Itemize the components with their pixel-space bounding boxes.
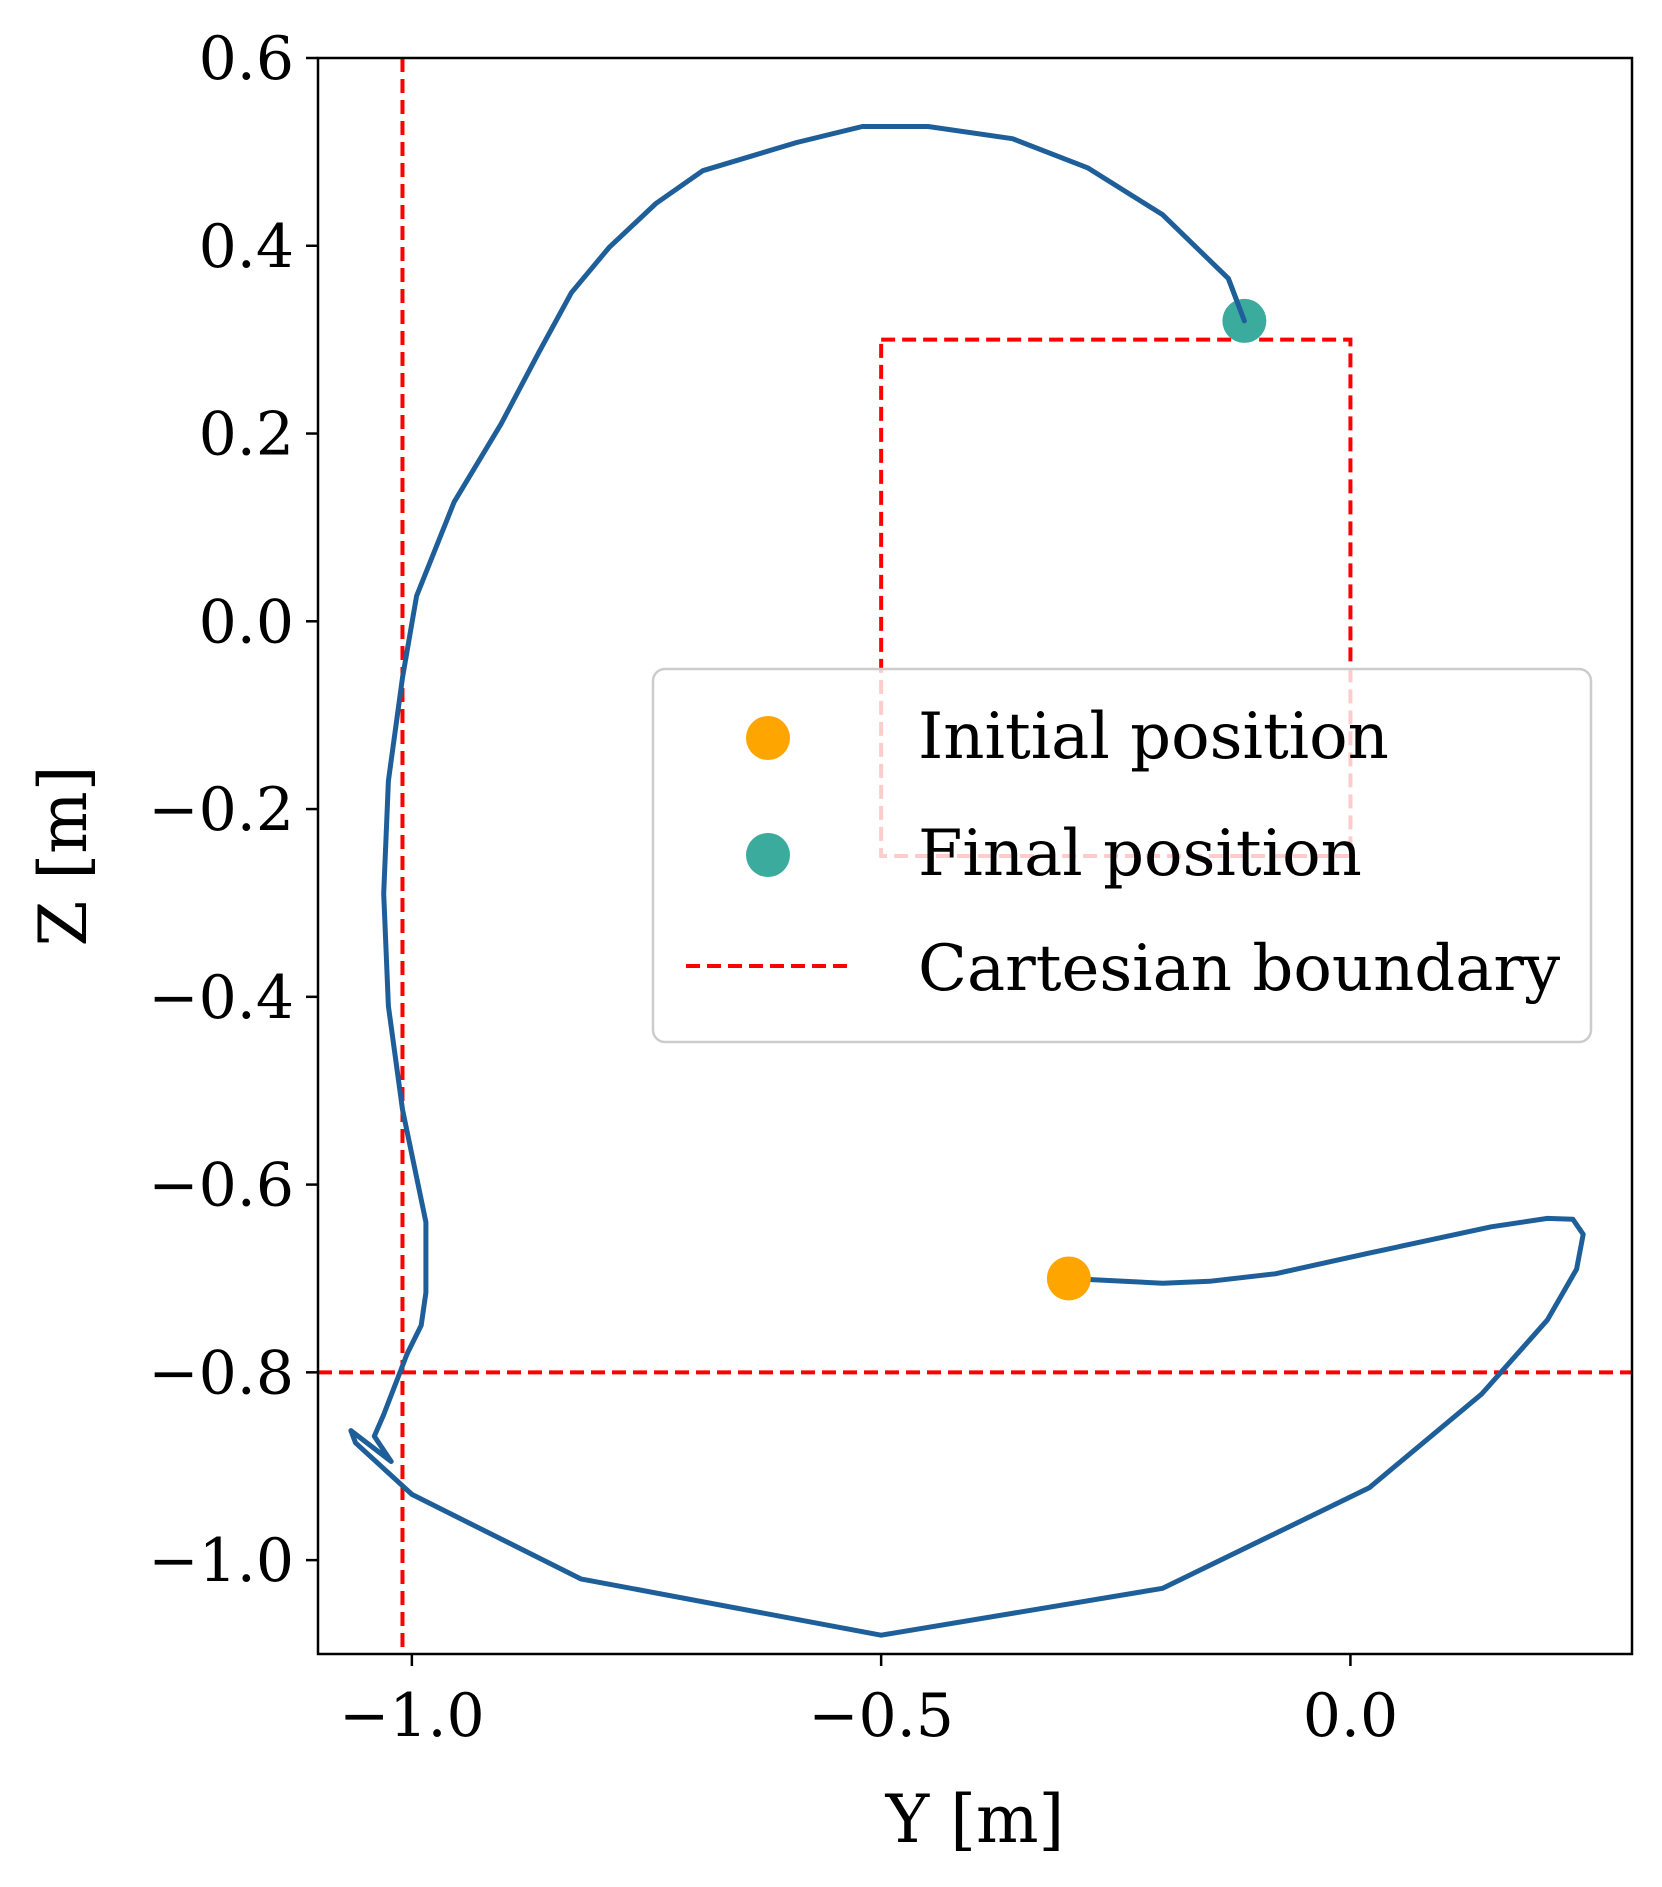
x-tick-label: −1.0 bbox=[339, 1681, 485, 1751]
y-axis-label: Z [m] bbox=[25, 766, 102, 947]
x-axis-label: Y [m] bbox=[885, 1781, 1065, 1858]
y-tick-label: −0.6 bbox=[148, 1151, 294, 1221]
y-tick-label: −0.2 bbox=[148, 775, 294, 845]
y-tick-label: −0.8 bbox=[148, 1338, 294, 1408]
x-tick-label: −0.5 bbox=[808, 1681, 954, 1751]
y-tick-label: −0.4 bbox=[148, 963, 294, 1033]
y-tick-label: −1.0 bbox=[148, 1526, 294, 1596]
legend-frame bbox=[651, 667, 1593, 1044]
x-tick-label: 0.0 bbox=[1303, 1681, 1398, 1751]
legend-initial-label: Initial position bbox=[918, 700, 1389, 774]
legend-initial-marker bbox=[746, 716, 790, 760]
plot-area-frame bbox=[316, 56, 1634, 1656]
initial-position-marker bbox=[1046, 1256, 1091, 1301]
legend: Initial position Final position Cartesia… bbox=[651, 667, 1593, 1044]
trajectory-line bbox=[348, 124, 1586, 1638]
trajectory-end-segment bbox=[1225, 276, 1247, 324]
legend-boundary-label: Cartesian boundary bbox=[918, 932, 1560, 1006]
legend-final-marker bbox=[746, 833, 790, 877]
y-tick-label: 0.2 bbox=[199, 400, 294, 470]
y-tick-label: 0.6 bbox=[199, 24, 294, 94]
legend-final-label: Final position bbox=[918, 817, 1362, 891]
y-tick-label: 0.4 bbox=[199, 212, 294, 282]
y-tick-label: 0.0 bbox=[199, 587, 294, 657]
